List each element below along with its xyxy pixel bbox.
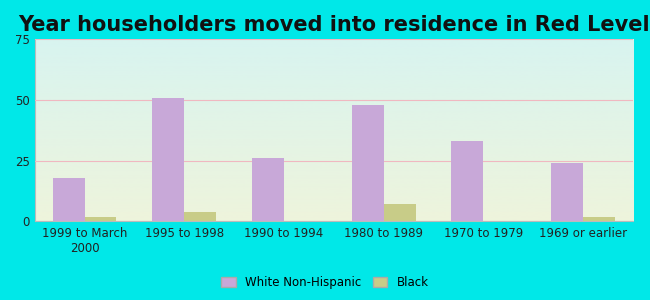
- Bar: [583, 217, 615, 221]
- Bar: [551, 163, 583, 221]
- Bar: [152, 98, 185, 221]
- Bar: [185, 212, 216, 221]
- Bar: [452, 141, 484, 221]
- Bar: [53, 178, 84, 221]
- Bar: [84, 217, 116, 221]
- Legend: White Non-Hispanic, Black: White Non-Hispanic, Black: [216, 272, 434, 294]
- Bar: [252, 158, 284, 221]
- Title: Year householders moved into residence in Red Level: Year householders moved into residence i…: [18, 15, 649, 35]
- Bar: [352, 105, 384, 221]
- Bar: [384, 204, 415, 221]
